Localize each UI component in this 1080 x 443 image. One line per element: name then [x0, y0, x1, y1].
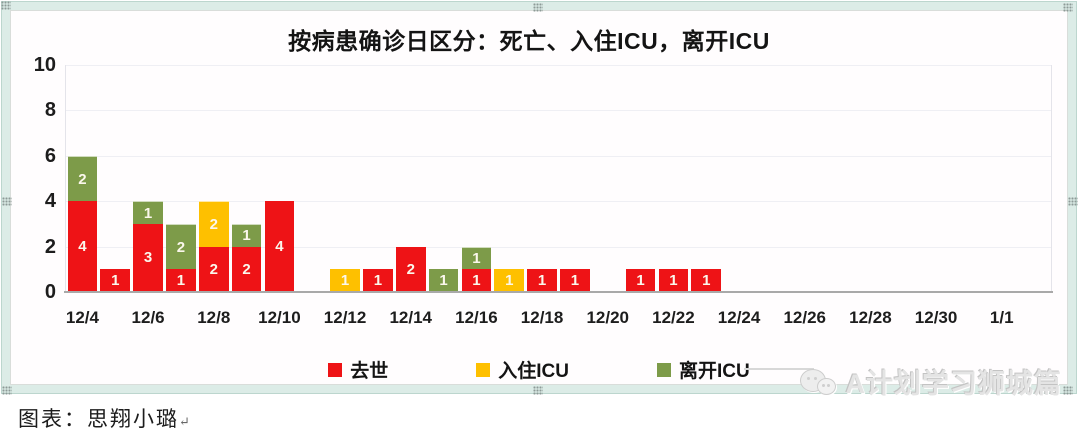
- x-tick-label: 12/22: [652, 308, 695, 327]
- bar-segment-deaths: 2: [198, 246, 229, 292]
- plot-area: 0 2 4 6 8 10 4 2 1 3 1 1 2 2 2 2 1 4 1 1 2 1 1 1 1 1 1 1 1 1 12/4 12/6 1…: [34, 54, 1053, 327]
- x-tick-label: 12/18: [520, 308, 564, 327]
- bar-segment-deaths: 4: [264, 201, 295, 292]
- y-tick-label: 6: [44, 144, 56, 167]
- y-tick-label: 8: [44, 99, 56, 122]
- y-tick-label: 2: [44, 235, 56, 258]
- x-tick-label: 12/16: [455, 308, 498, 327]
- bar-segment-deaths: 1: [527, 269, 557, 292]
- x-tick-label: 12/10: [258, 308, 301, 327]
- watermark-line: [744, 368, 814, 370]
- x-tick-label: 12/12: [323, 308, 367, 327]
- x-tick-label: 12/4: [65, 308, 99, 327]
- x-tick-label: 12/28: [849, 308, 892, 327]
- x-tick-label: 12/24: [717, 308, 761, 327]
- legend-swatch-deaths: [328, 362, 343, 377]
- resize-handle-bottom-right[interactable]: [1063, 386, 1073, 395]
- chart-legend: 去世 入住ICU 离开ICU: [10, 356, 1068, 383]
- legend-item-icu-out: 离开ICU: [657, 356, 750, 383]
- bar-segment-icu_out: 1: [461, 246, 492, 270]
- resize-handle-top-left[interactable]: [1, 1, 11, 10]
- bar-segment-deaths: 1: [560, 269, 590, 292]
- legend-item-icu-in: 入住ICU: [476, 356, 569, 383]
- resize-handle-bottom-left[interactable]: [2, 386, 12, 395]
- x-tick-label: 12/6: [131, 308, 165, 327]
- x-tick-label: 12/8: [197, 308, 231, 327]
- x-tick-label: 12/14: [389, 308, 433, 327]
- bar-segment-deaths: 4: [67, 201, 98, 292]
- bar-segment-icu_in: 2: [198, 201, 229, 247]
- bar-segment-deaths: 1: [363, 269, 393, 292]
- image-caption: 图表：思翔小璐↵: [18, 403, 190, 433]
- bar-segment-deaths: 3: [133, 223, 163, 292]
- bar-segment-deaths: 1: [625, 269, 656, 292]
- legend-label-deaths: 去世: [350, 361, 389, 382]
- gridline-y4: [66, 201, 1051, 203]
- y-tick-label: 0: [44, 281, 56, 303]
- y-tick-label: 10: [33, 54, 56, 76]
- bar-segment-deaths: 1: [658, 269, 689, 292]
- resize-handle-mid-left[interactable]: [2, 197, 12, 206]
- watermark: A计划学习狮城篇: [799, 362, 1063, 401]
- x-axis-line: [64, 291, 1053, 293]
- watermark-text: A计划学习狮城篇: [845, 369, 1062, 399]
- bar-segment-icu_out: 1: [428, 269, 459, 292]
- legend-swatch-icu-out: [657, 362, 671, 377]
- chart-title: 按病患确诊日区分：死亡、入住ICU，离开ICU: [288, 28, 770, 54]
- resize-handle-top-center[interactable]: [533, 3, 543, 12]
- bar-segment-icu_in: 1: [494, 269, 525, 292]
- y-tick-label: 4: [44, 190, 56, 213]
- bar-segment-deaths: 1: [166, 269, 196, 292]
- x-tick-label: 12/30: [914, 308, 958, 327]
- caption-text: 图表：思翔小璐: [18, 407, 179, 431]
- bar-segment-icu_out: 2: [67, 155, 98, 202]
- selected-image-frame[interactable]: 按病患确诊日区分：死亡、入住ICU，离开ICU 0 2 4 6 8 10 4 2 1 3 1 1 2 2 2…: [1, 1, 1077, 399]
- bar-segment-deaths: 1: [100, 269, 131, 292]
- x-tick-label: 12/26: [783, 308, 827, 327]
- bar-segment-icu_out: 1: [231, 223, 262, 247]
- x-tick-label: 1/1: [989, 308, 1014, 327]
- bar-segment-icu_in: 1: [330, 269, 360, 292]
- gridline-y10: [66, 65, 1051, 66]
- gridline-y6: [66, 155, 1051, 157]
- legend-label-icu-out: 离开ICU: [679, 361, 750, 382]
- gridline-y2: [66, 246, 1051, 248]
- legend-swatch-icu-in: [476, 362, 491, 377]
- bar-segment-icu_out: 1: [133, 201, 163, 224]
- legend-item-deaths: 去世: [328, 356, 388, 383]
- gridline-y8: [66, 110, 1051, 112]
- paragraph-return-mark: ↵: [179, 414, 190, 429]
- bar-segment-deaths: 1: [691, 269, 722, 292]
- bar-segment-deaths: 2: [395, 246, 426, 292]
- resize-handle-top-right[interactable]: [1063, 3, 1073, 12]
- resize-handle-bottom-center[interactable]: [533, 386, 543, 395]
- bar-segment-deaths: 1: [461, 269, 492, 292]
- wechat-icon: [799, 365, 840, 399]
- bar-segment-deaths: 2: [231, 246, 262, 292]
- resize-handle-mid-right[interactable]: [1068, 197, 1078, 206]
- bar-segment-icu_out: 2: [166, 223, 196, 270]
- legend-label-icu-in: 入住ICU: [498, 361, 569, 382]
- x-tick-label: 12/20: [586, 308, 630, 327]
